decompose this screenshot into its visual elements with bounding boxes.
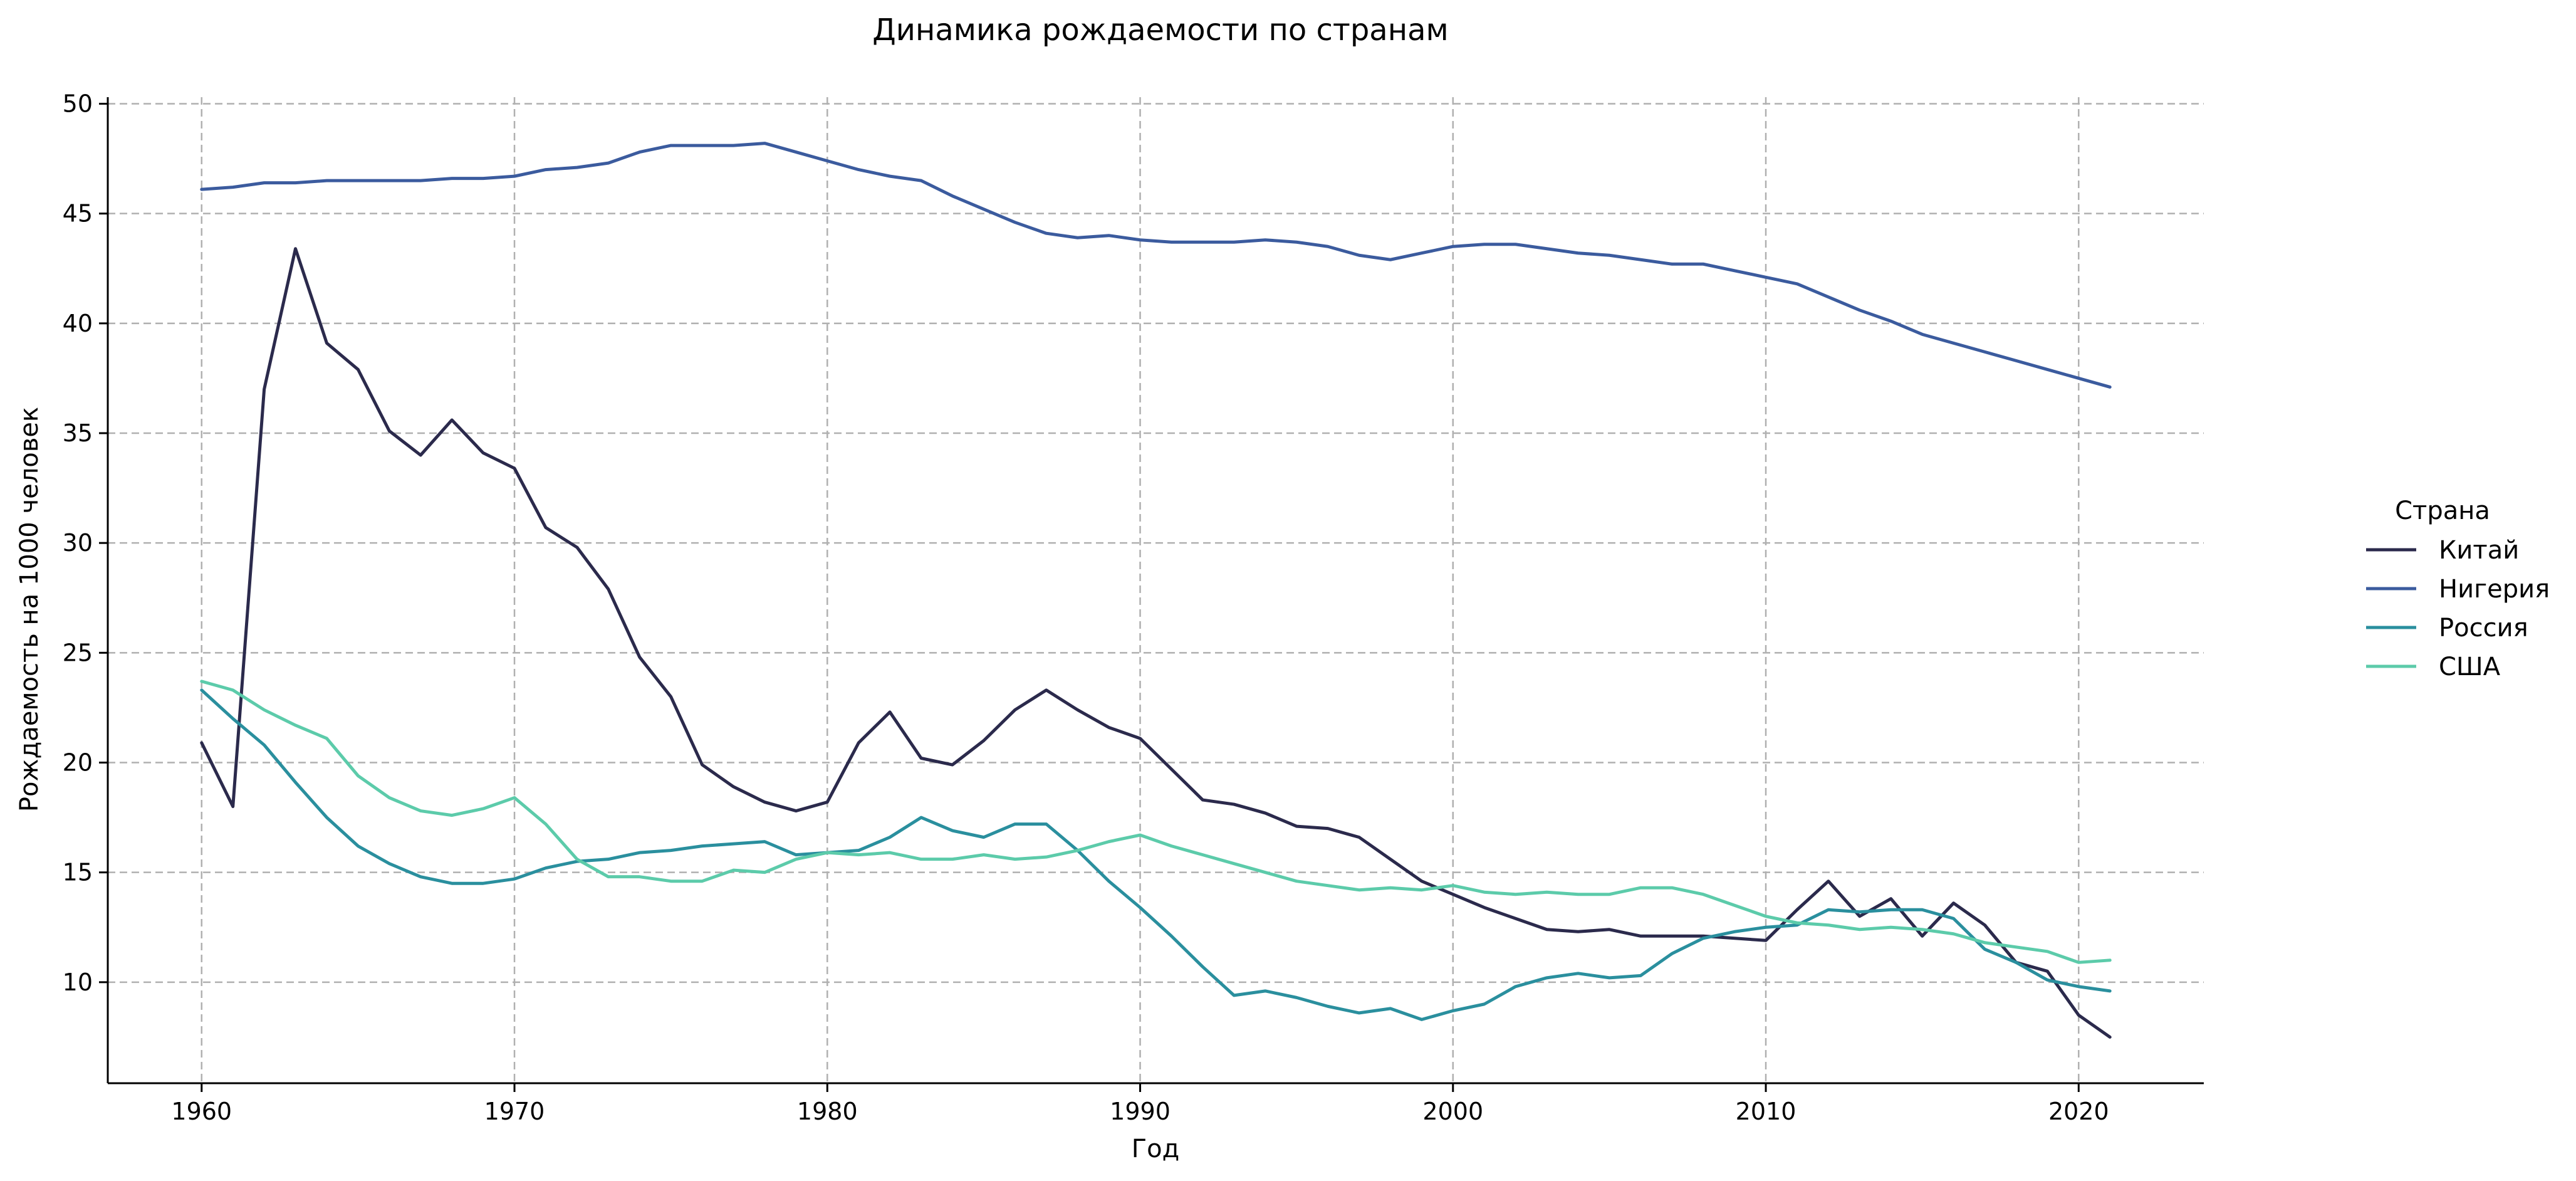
- legend-title: Страна: [2395, 496, 2490, 525]
- y-tick-label: 35: [63, 419, 93, 447]
- legend-items: Китай Нигерия Россия США: [2366, 536, 2550, 681]
- x-axis-ticks: 1960 1970 1980 1990 2000 2010 2020: [171, 1083, 2109, 1125]
- legend-label: США: [2439, 653, 2501, 681]
- y-tick-label: 50: [63, 90, 93, 118]
- legend-label: Нигерия: [2439, 575, 2550, 604]
- y-tick-label: 30: [63, 529, 93, 557]
- y-tick-label: 10: [63, 968, 93, 996]
- x-tick-label: 1970: [484, 1098, 545, 1125]
- x-tick-label: 1980: [797, 1098, 858, 1125]
- series-lines: [200, 142, 2112, 1039]
- x-tick-label: 1960: [171, 1098, 232, 1125]
- x-tick-label: 2020: [2048, 1098, 2109, 1125]
- y-axis-ticks: 10 15 20 25 30 35 40 45 50: [63, 90, 108, 996]
- x-axis-label: Год: [1132, 1135, 1180, 1163]
- y-tick-label: 25: [63, 639, 93, 666]
- y-tick-label: 40: [63, 310, 93, 337]
- x-tick-label: 2000: [1422, 1098, 1483, 1125]
- y-tick-label: 45: [63, 200, 93, 228]
- x-tick-label: 1990: [1110, 1098, 1171, 1125]
- y-gridlines: [108, 103, 2204, 984]
- legend: Страна Китай Нигерия Россия США: [2366, 496, 2550, 681]
- x-gridlines: [201, 97, 2080, 1083]
- y-tick-label: 20: [63, 749, 93, 777]
- legend-label: Китай: [2439, 536, 2519, 565]
- x-tick-label: 2010: [1736, 1098, 1796, 1125]
- y-tick-label: 15: [63, 859, 93, 886]
- chart-title: Динамика рождаемости по странам: [872, 13, 1448, 48]
- series-line-Нигерия: [200, 142, 2112, 389]
- legend-label: Россия: [2439, 614, 2528, 643]
- series-line-США: [200, 680, 2112, 964]
- series-line-Китай: [200, 247, 2112, 1039]
- series-line-Россия: [200, 688, 2112, 1021]
- y-axis-label: Рождаемость на 1000 человек: [15, 407, 44, 812]
